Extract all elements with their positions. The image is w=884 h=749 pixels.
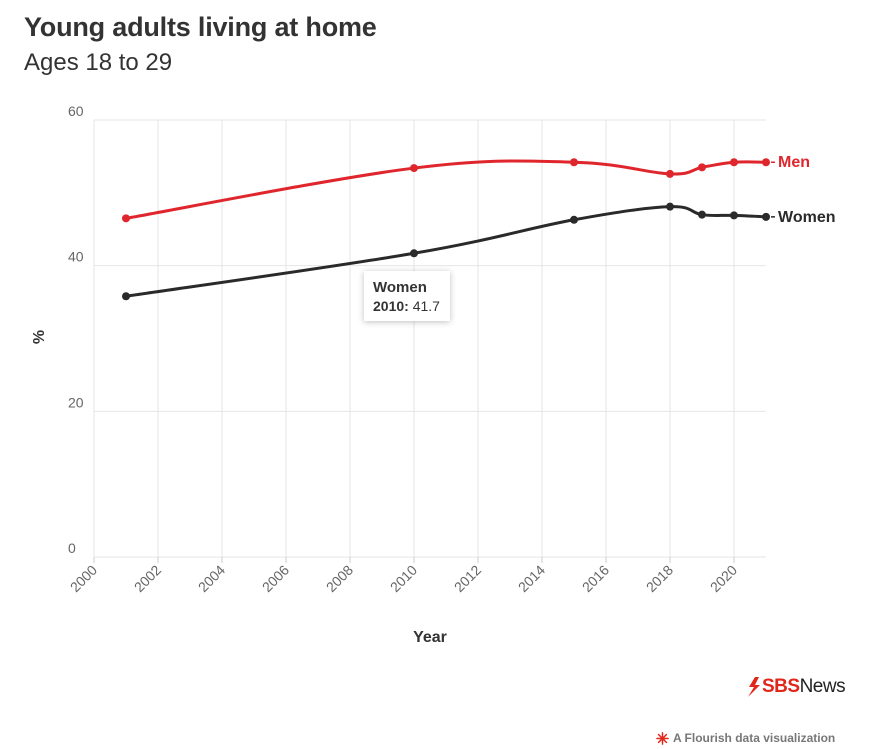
x-tick-label: 2016 [579, 562, 612, 595]
data-point-women [410, 249, 418, 258]
y-axis-title: % [31, 330, 48, 344]
x-tick-label: 2012 [451, 562, 484, 595]
x-tick-label: 2020 [707, 562, 740, 595]
chart-title: Young adults living at home [24, 12, 377, 42]
data-point-women [122, 292, 130, 301]
x-axis: 2000 2002 2004 2006 2008 2010 2012 2014 2016 2018… [67, 557, 740, 595]
series-line-women [124, 205, 768, 298]
x-tick-label: 2008 [323, 562, 356, 595]
y-tick-label: 0 [68, 540, 76, 556]
line-chart: 0 20 40 60 2000 2002 2004 2006 2008 2010 2012 2014… [31, 103, 835, 646]
chart-subtitle: Ages 18 to 29 [24, 49, 173, 76]
flourish-credit[interactable]: A Flourish data visualization [656, 731, 835, 745]
series-label-men: Men [778, 154, 810, 171]
data-point-men [762, 158, 770, 167]
series-men: Men [122, 154, 810, 223]
sbs-news-logo[interactable]: SBS News [746, 676, 846, 698]
data-point-women [698, 210, 706, 219]
logo-news-text: News [799, 676, 846, 697]
data-point-men [570, 158, 578, 167]
logo-sbs-text: SBS [762, 676, 800, 697]
data-point-women [762, 212, 770, 221]
data-point-women [730, 211, 738, 220]
x-tick-label: 2010 [387, 562, 420, 595]
series-line-men [124, 159, 768, 220]
data-point-men [410, 164, 418, 173]
x-axis-title: Year [413, 629, 447, 646]
y-tick-label: 20 [68, 394, 84, 410]
credit-text: A Flourish data visualization [673, 731, 836, 745]
y-tick-label: 60 [68, 103, 84, 119]
data-point-women [666, 202, 674, 211]
x-tick-label: 2006 [259, 562, 292, 595]
y-axis: 0 20 40 60 [68, 103, 84, 556]
x-tick-label: 2014 [515, 562, 548, 595]
flourish-icon [656, 731, 669, 745]
data-point-men [730, 158, 738, 167]
data-point-women [570, 215, 578, 224]
series-label-women: Women [778, 209, 835, 226]
data-tooltip: Women 2010: 41.7 [364, 271, 450, 321]
data-point-men [698, 163, 706, 172]
y-tick-label: 40 [68, 249, 84, 265]
data-point-men [666, 169, 674, 178]
tooltip-series-name: Women [373, 279, 427, 296]
x-tick-label: 2004 [195, 562, 228, 595]
series-group: Men Women [122, 154, 835, 301]
tooltip-value: 41.7 [412, 298, 440, 314]
data-point-men [122, 214, 130, 223]
sbs-logo-icon [748, 677, 760, 697]
series-women: Women [122, 202, 835, 301]
x-tick-label: 2002 [131, 562, 164, 595]
tooltip-year: 2010: [373, 298, 409, 314]
x-tick-label: 2000 [67, 562, 100, 595]
x-tick-label: 2018 [643, 562, 676, 595]
chart-grid [93, 119, 766, 558]
tooltip-value-line: 2010: 41.7 [373, 298, 440, 314]
